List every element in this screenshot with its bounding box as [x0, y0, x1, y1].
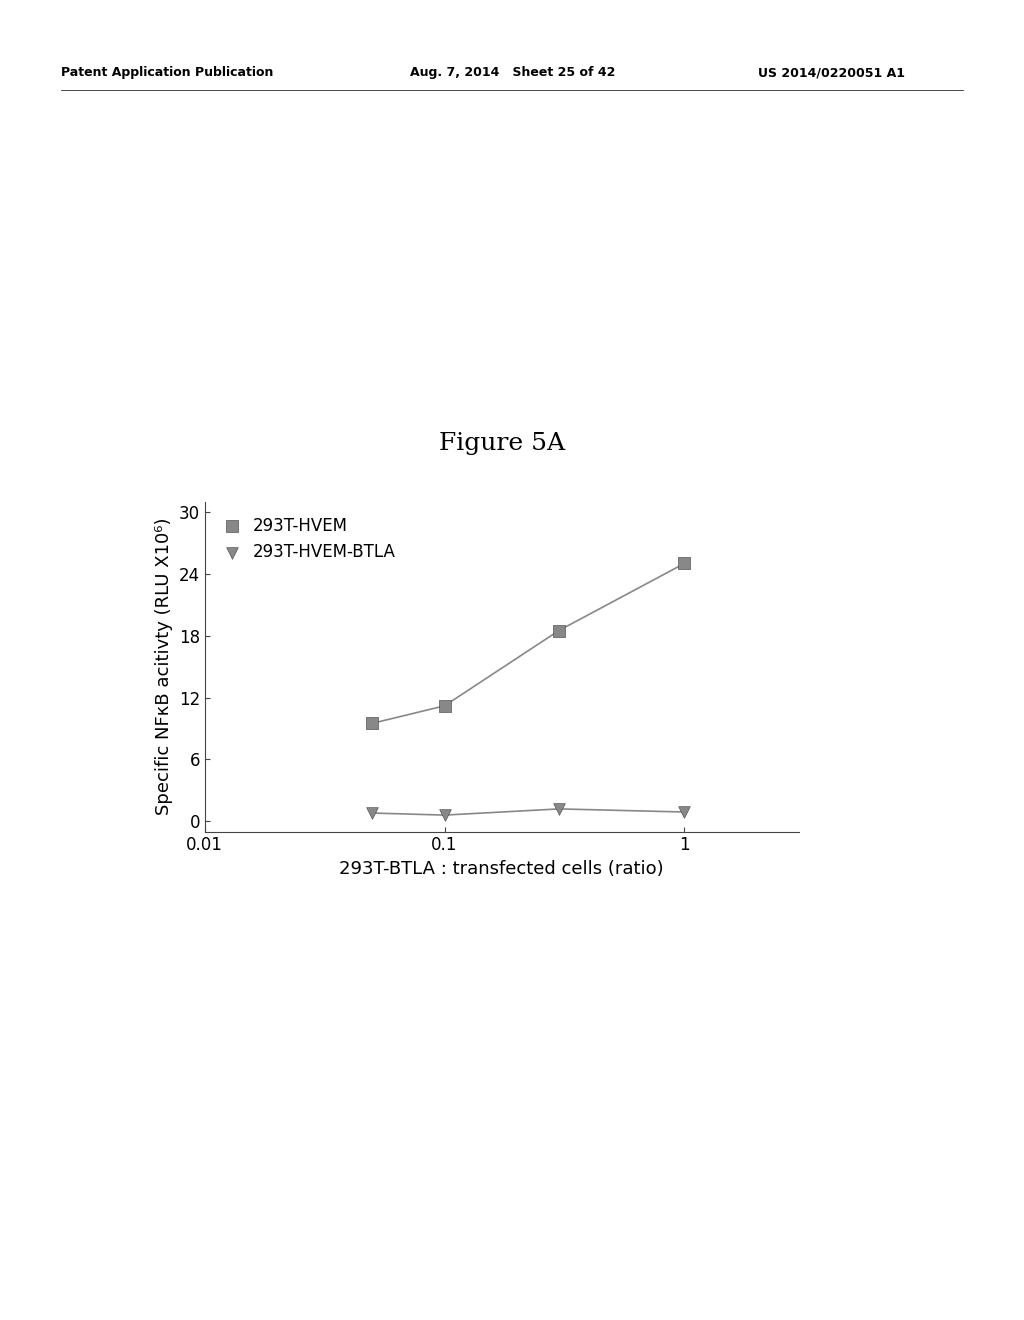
Text: US 2014/0220051 A1: US 2014/0220051 A1	[758, 66, 905, 79]
Legend: 293T-HVEM, 293T-HVEM-BTLA: 293T-HVEM, 293T-HVEM-BTLA	[213, 510, 402, 568]
293T-HVEM-BTLA	[551, 799, 567, 820]
293T-HVEM	[676, 553, 692, 574]
Y-axis label: Specific NFκB acitivty (RLU X10⁶): Specific NFκB acitivty (RLU X10⁶)	[155, 517, 173, 816]
Text: Aug. 7, 2014   Sheet 25 of 42: Aug. 7, 2014 Sheet 25 of 42	[410, 66, 615, 79]
X-axis label: 293T-BTLA : transfected cells (ratio): 293T-BTLA : transfected cells (ratio)	[339, 861, 665, 878]
293T-HVEM-BTLA	[676, 801, 692, 822]
Text: Figure 5A: Figure 5A	[438, 433, 565, 455]
293T-HVEM-BTLA	[365, 803, 381, 824]
293T-HVEM-BTLA	[436, 804, 453, 826]
293T-HVEM	[436, 696, 453, 717]
293T-HVEM	[365, 713, 381, 734]
Text: Patent Application Publication: Patent Application Publication	[61, 66, 273, 79]
293T-HVEM	[551, 620, 567, 642]
